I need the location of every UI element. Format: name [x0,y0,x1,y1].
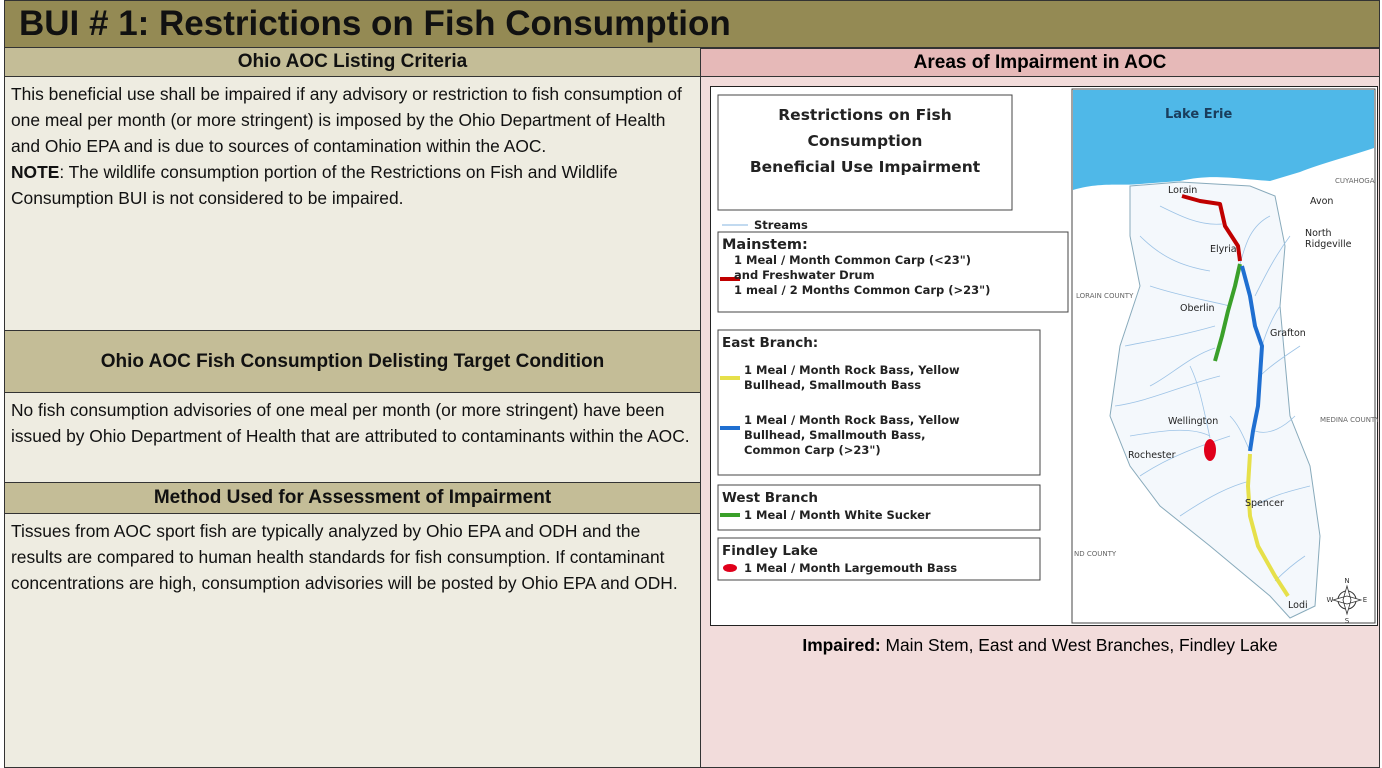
section-body: This beneficial use shall be impaired if… [4,76,701,331]
place-label: Avon [1310,196,1333,207]
caption: Impaired: Main Stem, East and West Branc… [700,632,1380,658]
stream-line [1149,285,1231,307]
legend-group-name: Mainstem: [722,237,808,253]
place-label: ND COUNTY [1074,550,1117,558]
legend-label: 1 Meal / Month Largemouth Bass [744,561,957,575]
legend-box [717,231,1069,313]
text: : The wildlife consumption portion of th… [11,162,618,208]
place-label: Elyria [1210,244,1237,255]
section-body: Tissues from AOC sport fish are typicall… [4,513,701,768]
legend-box [717,329,1041,476]
text: Main Stem, East and West Branches, Findl… [885,635,1278,655]
compass-label: N [1344,577,1349,585]
legend-label: 1 Meal / Month White Sucker [744,508,931,522]
stream-line [1179,480,1251,517]
compass-label: S [1345,617,1350,625]
map-figure: Lake Erie Lorain Avon North Ridgeville E… [710,86,1378,626]
paragraph: This beneficial use shall be impaired if… [11,84,682,156]
river-segment [1181,194,1242,262]
legend-group-name: East Branch: [722,335,818,351]
legend-group-name: West Branch [722,490,818,506]
legend-label: Streams [754,218,808,232]
river-segment [1240,265,1264,452]
legend-label: 1 Meal / Month Rock Bass, Yellow [744,413,960,427]
stream-line [1124,325,1216,347]
river-segment [1246,453,1290,598]
section-heading: Areas of Impairment in AOC [700,48,1380,77]
place-label: Lorain [1168,185,1197,196]
page-title: BUI # 1: Restrictions on Fish Consumptio… [4,0,1380,48]
place-label: Wellington [1168,416,1218,427]
stream-line [1189,365,1211,439]
compass-label: W [1327,596,1334,604]
place-label: Rochester [1128,450,1176,461]
legend-label: 1 Meal / Month Common Carp (<23") [734,253,971,267]
bold-text: NOTE [11,162,60,182]
watershed [1109,181,1321,619]
section-heading: Ohio AOC Listing Criteria [4,47,701,77]
legend-label: Bullhead, Smallmouth Bass [744,378,921,392]
stream-line [1114,375,1221,407]
legend-label: 1 Meal / Month Rock Bass, Yellow [744,363,960,377]
lake-marker [1204,439,1216,461]
place-label: North [1305,228,1332,239]
compass: N S W E [1327,577,1368,625]
place-label: LORAIN COUNTY [1076,292,1134,300]
compass-label: E [1363,596,1367,604]
stream-line [1139,235,1211,272]
legend-title-box [717,94,1013,211]
lake [1073,90,1374,190]
legend-label: and Freshwater Drum [734,268,875,282]
bold-text: Impaired: [802,635,881,655]
place-label: CUYAHOGA [1335,177,1375,185]
place-label: Lodi [1288,600,1308,611]
legend-box [717,537,1041,581]
paragraph: Tissues from AOC sport fish are typicall… [11,521,678,593]
legend-title: Beneficial Use Impairment [750,158,981,176]
legend-label: Common Carp (>23") [744,443,881,457]
paragraph: No fish consumption advisories of one me… [11,400,690,446]
place-label: Grafton [1270,328,1306,339]
stream-line [1149,347,1216,387]
stream-line [1159,205,1223,225]
section-heading: Ohio AOC Fish Consumption Delisting Targ… [4,330,701,393]
river-segment [1213,263,1242,362]
legend-swatch [723,564,737,572]
legend-label: 1 meal / 2 Months Common Carp (>23") [734,283,990,297]
stream-line [1254,235,1291,297]
section-heading: Method Used for Assessment of Impairment [4,482,701,514]
legend-group-name: Findley Lake [722,543,818,559]
place-label: Spencer [1245,498,1284,509]
place-label: Oberlin [1180,303,1215,314]
stream-line [1129,429,1211,437]
stream-line [1139,435,1231,477]
stream-line [1259,345,1301,377]
legend-title: Restrictions on Fish [778,106,952,124]
place-label: Ridgeville [1305,239,1352,250]
legend-title: Consumption [808,132,923,150]
stream-line [1254,415,1296,433]
place-label: Lake Erie [1165,107,1232,122]
stream-line [1254,485,1311,507]
place-label: MEDINA COUNTY [1320,416,1378,424]
legend-label: Bullhead, Smallmouth Bass, [744,428,925,442]
section-body: No fish consumption advisories of one me… [4,392,701,483]
legend-box [717,484,1041,531]
paragraph: NOTE: The wildlife consumption portion o… [11,159,694,211]
